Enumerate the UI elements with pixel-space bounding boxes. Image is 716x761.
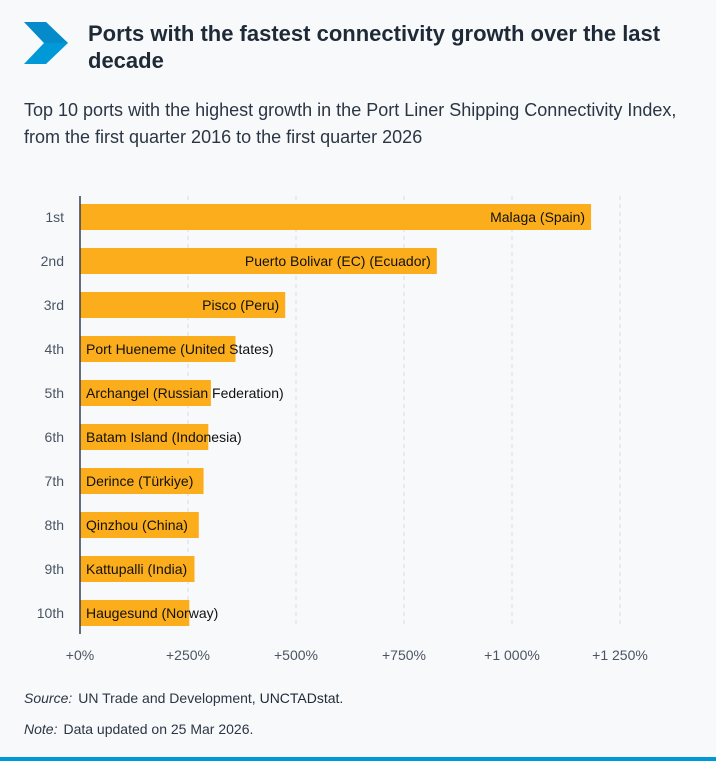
bar xyxy=(80,512,199,538)
note-label: Note: xyxy=(24,721,58,737)
x-tick-label: +750% xyxy=(382,647,426,663)
bar-label: Malaga (Spain) xyxy=(490,209,585,225)
bar xyxy=(80,424,209,450)
bar-label: Puerto Bolivar (EC) (Ecuador) xyxy=(245,253,431,269)
source-link[interactable]: UNCTADstat. xyxy=(259,690,344,706)
rank-label: 1st xyxy=(45,209,64,225)
bottom-accent-bar xyxy=(0,757,716,761)
rank-label: 9th xyxy=(45,561,64,577)
x-tick-label: +250% xyxy=(166,647,210,663)
rank-label: 10th xyxy=(37,605,64,621)
x-tick-label: +1 250% xyxy=(592,647,648,663)
bar xyxy=(80,468,204,494)
bar xyxy=(80,380,211,406)
rank-label: 4th xyxy=(45,341,64,357)
rank-label: 7th xyxy=(45,473,64,489)
bar xyxy=(80,204,592,230)
rank-label: 3rd xyxy=(44,297,64,313)
unctad-logo-icon xyxy=(24,22,68,64)
bar xyxy=(80,292,286,318)
rank-label: 6th xyxy=(45,429,64,445)
bar-label: Pisco (Peru) xyxy=(202,297,279,313)
bar-label: Kattupalli (India) xyxy=(86,561,187,577)
x-tick-label: +1 000% xyxy=(484,647,540,663)
bar-label: Derince (Türkiye) xyxy=(86,473,193,489)
bar xyxy=(80,556,195,582)
rank-label: 5th xyxy=(45,385,64,401)
bar xyxy=(80,600,190,626)
bar xyxy=(80,336,236,362)
bar-label: Archangel (Russian Federation) xyxy=(86,385,284,401)
rank-label: 8th xyxy=(45,517,64,533)
rank-label: 2nd xyxy=(41,253,64,269)
x-tick-label: +500% xyxy=(274,647,318,663)
bar-label: Batam Island (Indonesia) xyxy=(86,429,242,445)
bar xyxy=(80,248,437,274)
page-title: Ports with the fastest connectivity grow… xyxy=(88,21,661,73)
source-line: Source: UN Trade and Development, UNCTADs… xyxy=(24,690,343,706)
note-line: Note: Data updated on 25 Mar 2026. xyxy=(24,721,253,737)
source-text: UN Trade and Development, xyxy=(78,690,256,706)
bar-label: Haugesund (Norway) xyxy=(86,605,218,621)
page-subtitle: Top 10 ports with the highest growth in … xyxy=(24,100,677,147)
source-label: Source: xyxy=(24,690,73,706)
bar-label: Port Hueneme (United States) xyxy=(86,341,274,357)
bar-label: Qinzhou (China) xyxy=(86,517,188,533)
note-text: Data updated on 25 Mar 2026. xyxy=(63,721,254,737)
x-tick-label: +0% xyxy=(66,647,94,663)
bar-chart: 1st Malaga (Spain) 2nd Puerto Bolivar (EC) … xyxy=(37,196,648,663)
